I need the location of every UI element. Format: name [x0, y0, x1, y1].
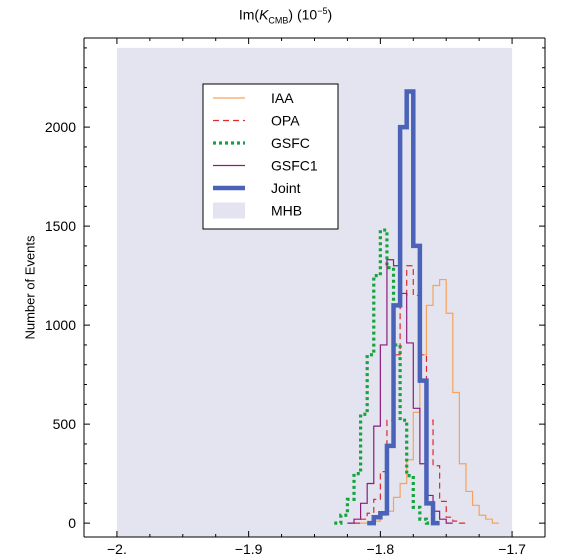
- x-tick-label: −1.8: [367, 541, 395, 557]
- series-opa-line: [354, 265, 466, 524]
- x-tick-label: −1.7: [498, 541, 526, 557]
- legend-swatch-mhb: [213, 202, 245, 219]
- legend-label-opa: OPA: [271, 113, 300, 129]
- legend-label-gsfc1: GSFC1: [271, 158, 318, 174]
- legend-label-joint: Joint: [271, 180, 301, 196]
- legend-label-gsfc: GSFC: [271, 135, 310, 151]
- x-tick-label: −1.9: [235, 541, 263, 557]
- legend-label-iaa: IAA: [271, 90, 294, 106]
- y-tick-label: 2000: [45, 119, 76, 135]
- y-tick-label: 1000: [45, 317, 76, 333]
- chart-title: Im(KCMB) (10−5): [238, 6, 333, 26]
- series-gsfc-line: [334, 228, 434, 525]
- legend-label-mhb: MHB: [271, 203, 302, 219]
- x-tick-label: −2.: [107, 541, 127, 557]
- y-tick-label: 1500: [45, 218, 76, 234]
- y-tick-label: 0: [68, 515, 76, 531]
- y-tick-label: 500: [53, 416, 77, 432]
- series-joint-line: [367, 89, 440, 526]
